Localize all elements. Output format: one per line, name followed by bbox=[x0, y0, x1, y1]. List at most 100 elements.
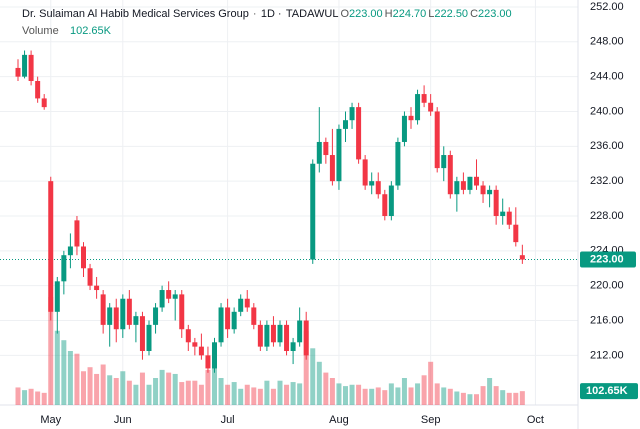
volume-bar bbox=[434, 383, 440, 405]
volume-bar bbox=[441, 387, 447, 405]
y-tick-label: 228.00 bbox=[590, 210, 624, 222]
ohlc-label: L bbox=[428, 8, 434, 20]
volume-bar bbox=[336, 383, 342, 405]
volume-bar bbox=[343, 386, 348, 405]
volume-bar bbox=[238, 388, 244, 405]
volume-bar bbox=[349, 384, 355, 405]
volume-bar bbox=[270, 388, 276, 405]
candle-body bbox=[421, 94, 427, 103]
volume-bar bbox=[225, 384, 231, 405]
candle-body bbox=[343, 120, 348, 129]
volume-bar bbox=[500, 390, 506, 405]
volume-bar bbox=[87, 367, 93, 405]
candle-body bbox=[100, 294, 106, 325]
candle-body bbox=[356, 107, 362, 160]
ohlc-value: 223.00 bbox=[478, 8, 512, 20]
candle-body bbox=[270, 324, 276, 343]
volume-bar bbox=[356, 384, 362, 405]
candle-body bbox=[74, 220, 80, 247]
candle-body bbox=[146, 324, 152, 351]
volume-bar bbox=[166, 372, 172, 405]
ohlc-label: H bbox=[385, 8, 393, 20]
volume-bar bbox=[126, 380, 132, 405]
volume-bar bbox=[218, 378, 224, 405]
volume-bar bbox=[480, 386, 486, 405]
candle-body bbox=[218, 307, 224, 343]
candle-body bbox=[506, 211, 512, 225]
volume-bar bbox=[408, 387, 414, 405]
candle-body bbox=[290, 342, 296, 351]
candle-body bbox=[323, 141, 329, 156]
plot-layer bbox=[0, 0, 579, 429]
volume-bar bbox=[22, 390, 28, 405]
volume-bar bbox=[251, 387, 257, 405]
volume-bar bbox=[428, 361, 434, 405]
volume-bar bbox=[460, 392, 466, 405]
candle-body bbox=[41, 98, 47, 108]
x-tick-label: Sep bbox=[421, 414, 441, 426]
volume-bar bbox=[316, 361, 322, 405]
volume-bar bbox=[205, 369, 211, 405]
candle-body bbox=[120, 298, 126, 330]
candle-body bbox=[126, 298, 132, 325]
candle-body bbox=[336, 128, 342, 182]
candle-body bbox=[388, 185, 394, 216]
candle-body bbox=[310, 163, 316, 260]
volume-bar bbox=[395, 387, 401, 405]
exchange: TADAWUL bbox=[286, 8, 339, 20]
volume-bar bbox=[107, 375, 113, 405]
volume-bar bbox=[172, 373, 178, 405]
candle-body bbox=[172, 294, 178, 299]
volume-bar bbox=[310, 348, 316, 405]
volume-bar bbox=[198, 384, 204, 405]
separator: · bbox=[278, 8, 282, 20]
candle-body bbox=[231, 311, 237, 330]
volume-bar bbox=[506, 392, 512, 405]
candle-body bbox=[395, 141, 401, 186]
candle-body bbox=[303, 320, 309, 356]
volume-bar bbox=[375, 387, 381, 405]
volume-bar bbox=[185, 380, 191, 405]
candle-body bbox=[251, 307, 257, 325]
volume-bar bbox=[192, 380, 198, 405]
candle-body bbox=[480, 185, 486, 195]
ohlc-value: 224.70 bbox=[393, 8, 427, 20]
ohlc-label: C bbox=[470, 8, 478, 20]
x-tick-label: May bbox=[40, 414, 61, 426]
y-tick-label: 248.00 bbox=[590, 36, 624, 48]
volume-bar bbox=[454, 391, 460, 405]
volume-bar bbox=[15, 387, 21, 405]
volume-bar bbox=[513, 392, 519, 405]
volume-bar bbox=[369, 388, 375, 405]
candle-body bbox=[61, 255, 67, 282]
volume-bar bbox=[493, 386, 499, 405]
candle-body bbox=[212, 342, 217, 369]
candle-body bbox=[454, 181, 460, 195]
x-tick-label: Jul bbox=[221, 414, 235, 426]
candle-body bbox=[107, 307, 113, 325]
candle-body bbox=[401, 115, 407, 142]
y-tick-label: 232.00 bbox=[590, 175, 624, 187]
candle-body bbox=[54, 281, 60, 312]
volume-bar bbox=[284, 384, 290, 405]
candle-body bbox=[316, 141, 322, 164]
volume-bar bbox=[179, 382, 185, 405]
volume-bar bbox=[94, 373, 100, 405]
volume-bar bbox=[100, 364, 106, 405]
volume-legend-name: Volume bbox=[22, 25, 59, 37]
candle-body bbox=[487, 189, 493, 195]
volume-legend-value: 102.65K bbox=[70, 25, 112, 37]
candle-body bbox=[284, 324, 290, 351]
candle-body bbox=[15, 67, 21, 77]
candle-body bbox=[179, 294, 185, 330]
volume-bar bbox=[35, 391, 41, 405]
volume-bar bbox=[133, 384, 139, 405]
volume-bar bbox=[41, 392, 47, 405]
candle-body bbox=[474, 176, 479, 186]
candle-body bbox=[35, 81, 41, 99]
volume-bar bbox=[81, 371, 86, 405]
candle-body bbox=[94, 285, 100, 291]
interval: 1D bbox=[261, 8, 275, 20]
volume-bar bbox=[362, 388, 368, 405]
ohlc-value: 223.00 bbox=[349, 8, 383, 20]
